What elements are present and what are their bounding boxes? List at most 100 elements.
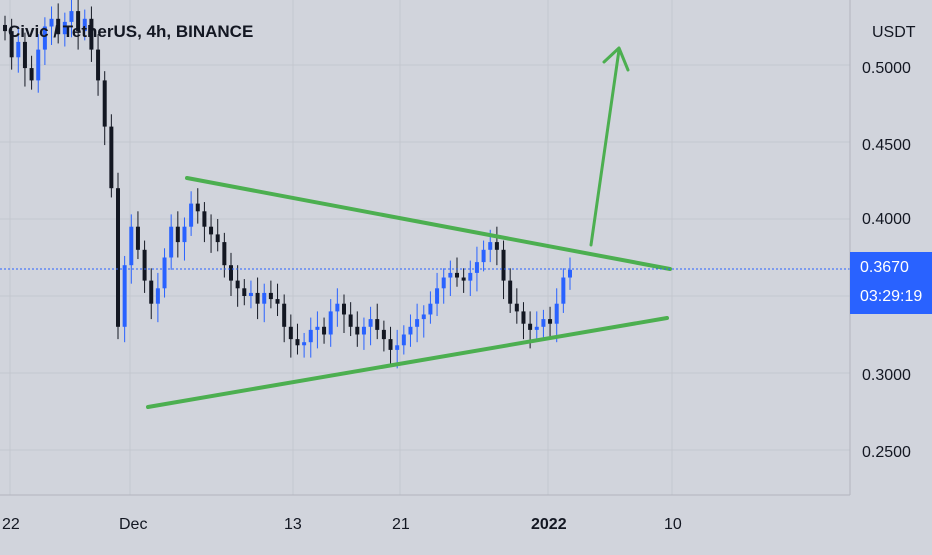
last-price-value: 0.3670 <box>860 259 909 276</box>
candle-body <box>62 21 67 35</box>
candle-body <box>541 319 546 327</box>
candle-body <box>42 26 47 50</box>
candle-body <box>302 342 307 346</box>
candle-body <box>501 249 506 281</box>
candle-body <box>521 311 526 324</box>
candle-body <box>415 319 420 327</box>
candle-body <box>448 272 453 278</box>
candle-body <box>435 288 440 304</box>
candle-body <box>514 303 519 312</box>
candle-body <box>288 326 293 340</box>
candle-body <box>408 326 413 335</box>
candle-body <box>421 314 426 320</box>
candle-body <box>534 326 539 330</box>
candle-body <box>375 319 380 330</box>
candle-body <box>182 226 187 243</box>
candle-body <box>222 242 227 266</box>
candle-body <box>488 242 493 250</box>
candle-body <box>361 326 366 335</box>
candle-body <box>135 226 140 250</box>
breakout-arrow-head[interactable] <box>602 46 630 72</box>
candle-body <box>195 203 200 212</box>
candle-body <box>229 265 233 281</box>
candle-body <box>89 18 94 50</box>
candle-body <box>441 277 446 289</box>
price-axis-tick: 0.5000 <box>862 60 911 77</box>
candle-body <box>468 272 473 281</box>
candle-body <box>348 314 353 327</box>
candle-body <box>554 303 559 324</box>
candle-body <box>162 257 167 289</box>
candle-body <box>109 126 114 189</box>
time-axis-tick: Dec <box>119 516 147 533</box>
price-axis[interactable]: USDT 0.5000 0.4500 0.4000 0.3000 0.2500 <box>849 0 932 495</box>
candle-body <box>49 18 54 27</box>
candle-body <box>129 226 134 266</box>
candle-body <box>561 277 566 304</box>
candle-body <box>175 226 180 243</box>
candle-body <box>568 269 572 278</box>
candle-body <box>355 326 360 335</box>
candle-body <box>255 292 260 304</box>
time-axis-tick: 2022 <box>531 516 567 533</box>
candles <box>3 0 572 369</box>
candle-body <box>295 339 300 346</box>
candle-body <box>275 299 280 304</box>
candle-body <box>122 265 127 327</box>
candle-body <box>76 11 81 32</box>
time-axis-tick: 13 <box>284 516 302 533</box>
candle-body <box>401 334 406 346</box>
breakout-arrow-shaft[interactable] <box>589 48 621 247</box>
candle-body <box>235 280 240 289</box>
candle-body <box>69 11 74 22</box>
candle-body <box>102 80 107 127</box>
trendline-drawings[interactable] <box>146 46 672 409</box>
candle-body <box>248 292 253 296</box>
candle-body <box>142 249 147 281</box>
price-axis-tick: 0.4500 <box>862 137 911 154</box>
candle-body <box>528 323 533 330</box>
candle-body <box>215 234 220 243</box>
candle-body <box>328 311 333 335</box>
candle-body <box>9 31 14 58</box>
time-axis-tick: 21 <box>392 516 410 533</box>
candle-body <box>322 326 327 335</box>
candle-body <box>116 188 120 327</box>
candle-body <box>368 319 373 327</box>
candle-body <box>455 272 459 278</box>
price-axis-tick: 0.3000 <box>862 367 911 384</box>
candle-body <box>16 41 21 58</box>
candle-body <box>335 303 340 312</box>
candle-body <box>308 329 313 343</box>
candle-body <box>262 292 267 304</box>
price-axis-currency: USDT <box>872 24 916 41</box>
candle-body <box>82 18 87 32</box>
candle-body <box>3 24 7 32</box>
time-axis-tick: 10 <box>664 516 682 533</box>
candle-body <box>189 203 194 227</box>
candle-body <box>56 18 61 35</box>
candle-body <box>461 277 466 281</box>
candle-body <box>22 41 27 69</box>
candle-body <box>155 288 160 304</box>
candle-body <box>209 226 214 235</box>
candle-body <box>29 68 34 81</box>
candle-body <box>282 303 287 327</box>
candle-body <box>388 339 393 350</box>
candle-body <box>202 211 207 227</box>
price-axis-tick: 0.2500 <box>862 444 911 461</box>
candle-body <box>395 345 400 350</box>
candle-body <box>242 288 247 296</box>
candle-body <box>494 242 499 250</box>
candle-body <box>508 280 513 304</box>
symbol-title: Civic / TetherUS, 4h, BINANCE <box>8 22 254 41</box>
candle-body <box>428 303 433 315</box>
bar-countdown: 03:29:19 <box>860 288 923 305</box>
grid <box>0 0 850 495</box>
lower-trendline[interactable] <box>146 316 669 409</box>
time-axis[interactable]: 22 Dec 13 21 2022 10 <box>0 494 932 550</box>
candle-body <box>342 303 346 315</box>
upper-trendline[interactable] <box>185 176 672 271</box>
